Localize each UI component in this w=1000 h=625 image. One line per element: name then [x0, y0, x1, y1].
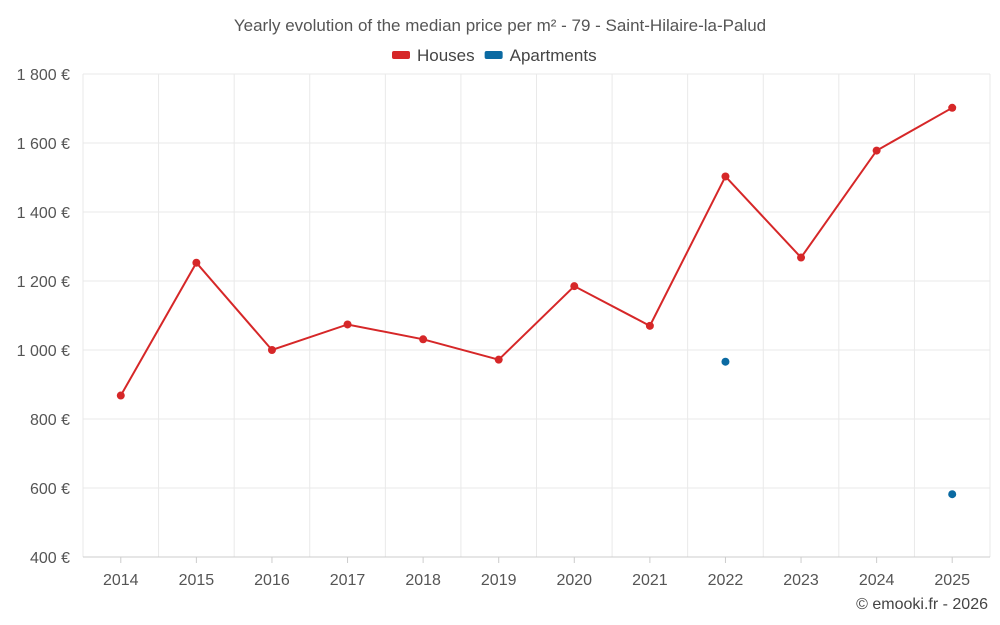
- y-axis: 400 € 600 € 800 € 1 000 € 1 200 € 1 400 € 1 60…: [17, 67, 70, 567]
- x-tick-label: 2014: [103, 572, 139, 589]
- data-point[interactable]: [797, 253, 806, 262]
- legend: Houses Apartments: [392, 46, 597, 65]
- chart-title: Yearly evolution of the median price per…: [234, 16, 766, 35]
- data-point[interactable]: [721, 357, 730, 366]
- grid: [82, 73, 991, 558]
- data-point[interactable]: [570, 282, 579, 291]
- data-point[interactable]: [343, 320, 352, 329]
- data-point[interactable]: [645, 321, 654, 330]
- x-tick-label: 2023: [783, 572, 819, 589]
- legend-swatch: [484, 51, 503, 59]
- x-tick-label: 2015: [179, 572, 215, 589]
- y-tick-label: 1 200 €: [17, 274, 70, 291]
- data-point[interactable]: [494, 355, 503, 364]
- x-tick-label: 2019: [481, 572, 517, 589]
- data-point[interactable]: [948, 103, 957, 112]
- y-tick-label: 1 400 €: [17, 205, 70, 222]
- x-tick-label: 2018: [405, 572, 441, 589]
- credit: © emooki.fr - 2026: [856, 596, 988, 613]
- series-houses: [116, 103, 957, 400]
- series-layer: [116, 103, 957, 499]
- y-tick-label: 1 800 €: [17, 67, 70, 84]
- legend-item-houses[interactable]: Houses: [392, 46, 475, 65]
- y-tick-label: 600 €: [30, 481, 70, 498]
- series-apartments: [721, 357, 957, 499]
- y-tick-label: 400 €: [30, 550, 70, 567]
- y-tick-label: 1 000 €: [17, 343, 70, 360]
- x-tick-label: 2025: [934, 572, 970, 589]
- data-point[interactable]: [872, 146, 881, 155]
- legend-item-apartments[interactable]: Apartments: [484, 46, 597, 65]
- legend-label: Apartments: [510, 46, 597, 65]
- legend-label: Houses: [417, 46, 475, 65]
- legend-swatch: [392, 51, 410, 59]
- data-point[interactable]: [192, 258, 201, 267]
- x-tick-label: 2016: [254, 572, 290, 589]
- y-tick-label: 800 €: [30, 412, 70, 429]
- x-tick-label: 2022: [708, 572, 744, 589]
- x-axis: 2014 2015 2016 2017 2018 2019 2020 2021 2022 2023…: [103, 557, 970, 589]
- x-tick-label: 2024: [859, 572, 895, 589]
- y-tick-label: 1 600 €: [17, 136, 70, 153]
- data-point[interactable]: [267, 346, 276, 354]
- data-point[interactable]: [116, 391, 125, 400]
- x-tick-label: 2020: [556, 572, 592, 589]
- series-line: [119, 106, 953, 397]
- data-point[interactable]: [948, 490, 957, 499]
- x-tick-label: 2021: [632, 572, 668, 589]
- x-tick-label: 2017: [330, 572, 366, 589]
- data-point[interactable]: [721, 172, 730, 181]
- data-point[interactable]: [419, 335, 428, 344]
